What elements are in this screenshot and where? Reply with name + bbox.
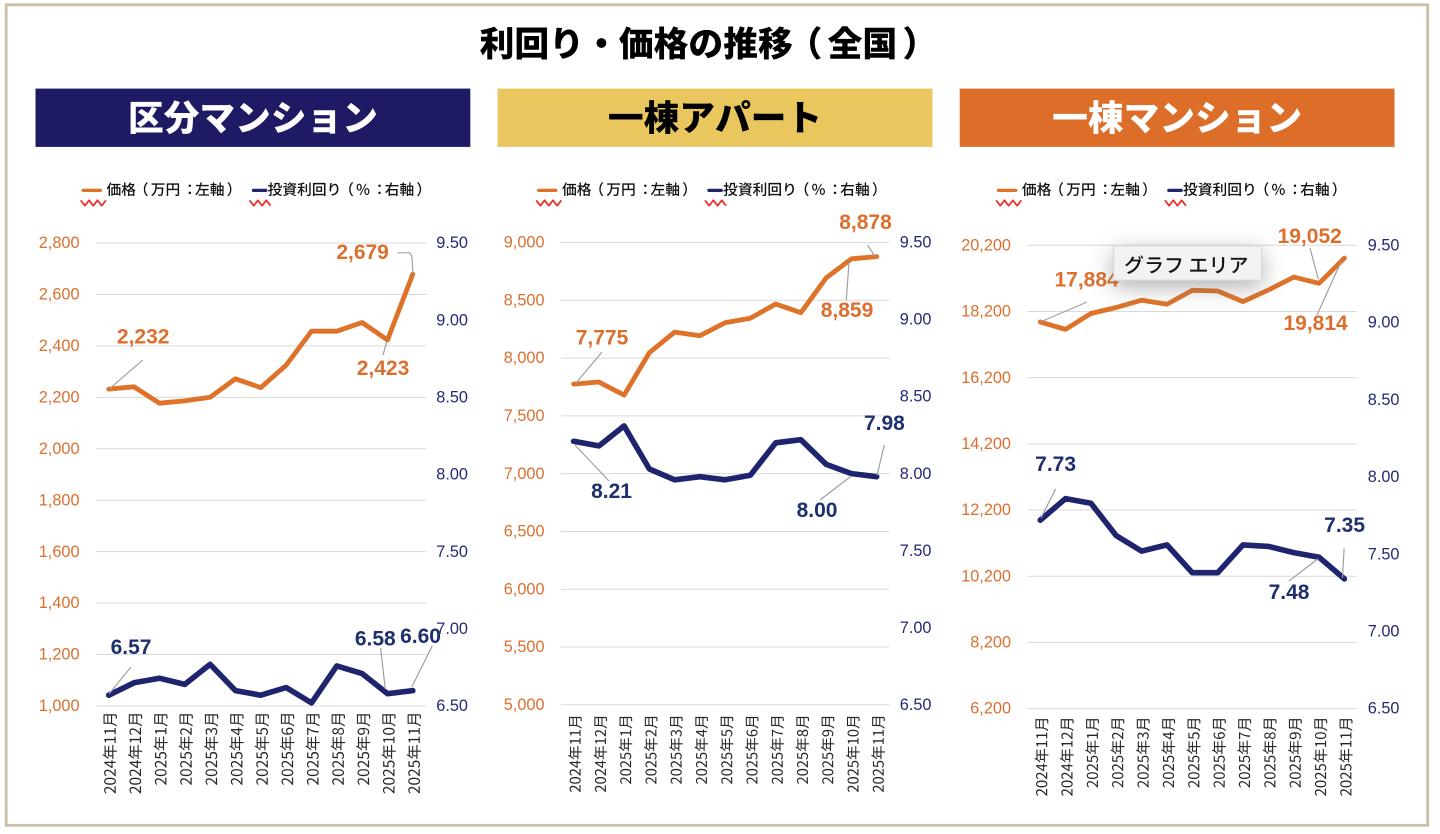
svg-text:2,400: 2,400 xyxy=(39,337,80,355)
svg-text:2,679: 2,679 xyxy=(336,241,389,264)
svg-text:7,500: 7,500 xyxy=(504,407,545,425)
svg-text:20,200: 20,200 xyxy=(961,236,1011,254)
svg-text:6,000: 6,000 xyxy=(504,580,545,598)
svg-text:9.00: 9.00 xyxy=(436,311,468,329)
svg-text:7.50: 7.50 xyxy=(1368,545,1400,563)
svg-text:2,423: 2,423 xyxy=(357,357,410,380)
svg-text:9.00: 9.00 xyxy=(1368,314,1400,332)
svg-text:1,600: 1,600 xyxy=(39,543,80,561)
svg-text:19,052: 19,052 xyxy=(1278,225,1342,248)
svg-text:1,000: 1,000 xyxy=(39,697,80,715)
svg-text:8,859: 8,859 xyxy=(821,299,874,322)
svg-text:8.00: 8.00 xyxy=(900,465,932,483)
svg-text:7,000: 7,000 xyxy=(504,465,545,483)
svg-text:14,200: 14,200 xyxy=(961,435,1011,453)
svg-text:8,878: 8,878 xyxy=(839,211,892,234)
svg-text:5,000: 5,000 xyxy=(504,696,545,714)
svg-text:18,200: 18,200 xyxy=(961,303,1011,321)
svg-text:7.00: 7.00 xyxy=(436,620,468,638)
svg-text:8.00: 8.00 xyxy=(1368,468,1400,486)
svg-text:7.48: 7.48 xyxy=(1269,581,1310,604)
svg-text:6.58: 6.58 xyxy=(355,627,396,650)
svg-text:6.50: 6.50 xyxy=(436,697,468,715)
svg-text:6.50: 6.50 xyxy=(1368,700,1400,718)
svg-text:2,232: 2,232 xyxy=(117,326,170,349)
svg-text:7.00: 7.00 xyxy=(1368,623,1400,641)
svg-text:1,400: 1,400 xyxy=(39,594,80,612)
svg-text:5,500: 5,500 xyxy=(504,638,545,656)
svg-text:8.50: 8.50 xyxy=(1368,391,1400,409)
svg-text:9.50: 9.50 xyxy=(1368,236,1400,254)
svg-text:7,775: 7,775 xyxy=(576,326,629,349)
svg-text:6,500: 6,500 xyxy=(504,523,545,541)
svg-text:8.00: 8.00 xyxy=(797,499,838,522)
svg-text:2,600: 2,600 xyxy=(39,286,80,304)
svg-text:6.50: 6.50 xyxy=(900,696,932,714)
svg-text:19,814: 19,814 xyxy=(1283,312,1348,335)
svg-text:17,884: 17,884 xyxy=(1054,268,1119,291)
svg-text:2,200: 2,200 xyxy=(39,388,80,406)
svg-text:9.00: 9.00 xyxy=(900,311,932,329)
svg-text:8.50: 8.50 xyxy=(900,388,932,406)
svg-text:8,200: 8,200 xyxy=(970,634,1011,652)
svg-text:7.73: 7.73 xyxy=(1035,453,1076,476)
svg-text:7.00: 7.00 xyxy=(900,619,932,637)
svg-text:8.50: 8.50 xyxy=(436,388,468,406)
svg-text:10,200: 10,200 xyxy=(961,567,1011,585)
svg-text:1,200: 1,200 xyxy=(39,646,80,664)
svg-text:7.35: 7.35 xyxy=(1324,514,1365,537)
svg-text:6,200: 6,200 xyxy=(970,700,1011,718)
svg-text:6.60: 6.60 xyxy=(400,625,441,648)
svg-text:2,000: 2,000 xyxy=(39,440,80,458)
svg-text:7.98: 7.98 xyxy=(864,412,905,435)
svg-text:9.50: 9.50 xyxy=(436,234,468,252)
svg-text:9.50: 9.50 xyxy=(900,234,932,252)
svg-text:7.50: 7.50 xyxy=(436,543,468,561)
svg-text:8.21: 8.21 xyxy=(591,480,632,503)
svg-text:2,800: 2,800 xyxy=(39,234,80,252)
svg-text:7.50: 7.50 xyxy=(900,542,932,560)
svg-text:16,200: 16,200 xyxy=(961,369,1011,387)
svg-text:1,800: 1,800 xyxy=(39,491,80,509)
svg-text:8,000: 8,000 xyxy=(504,349,545,367)
svg-text:8.00: 8.00 xyxy=(436,466,468,484)
svg-text:12,200: 12,200 xyxy=(961,501,1011,519)
svg-text:6.57: 6.57 xyxy=(111,636,152,659)
svg-text:9,000: 9,000 xyxy=(504,234,545,252)
svg-text:8,500: 8,500 xyxy=(504,291,545,309)
